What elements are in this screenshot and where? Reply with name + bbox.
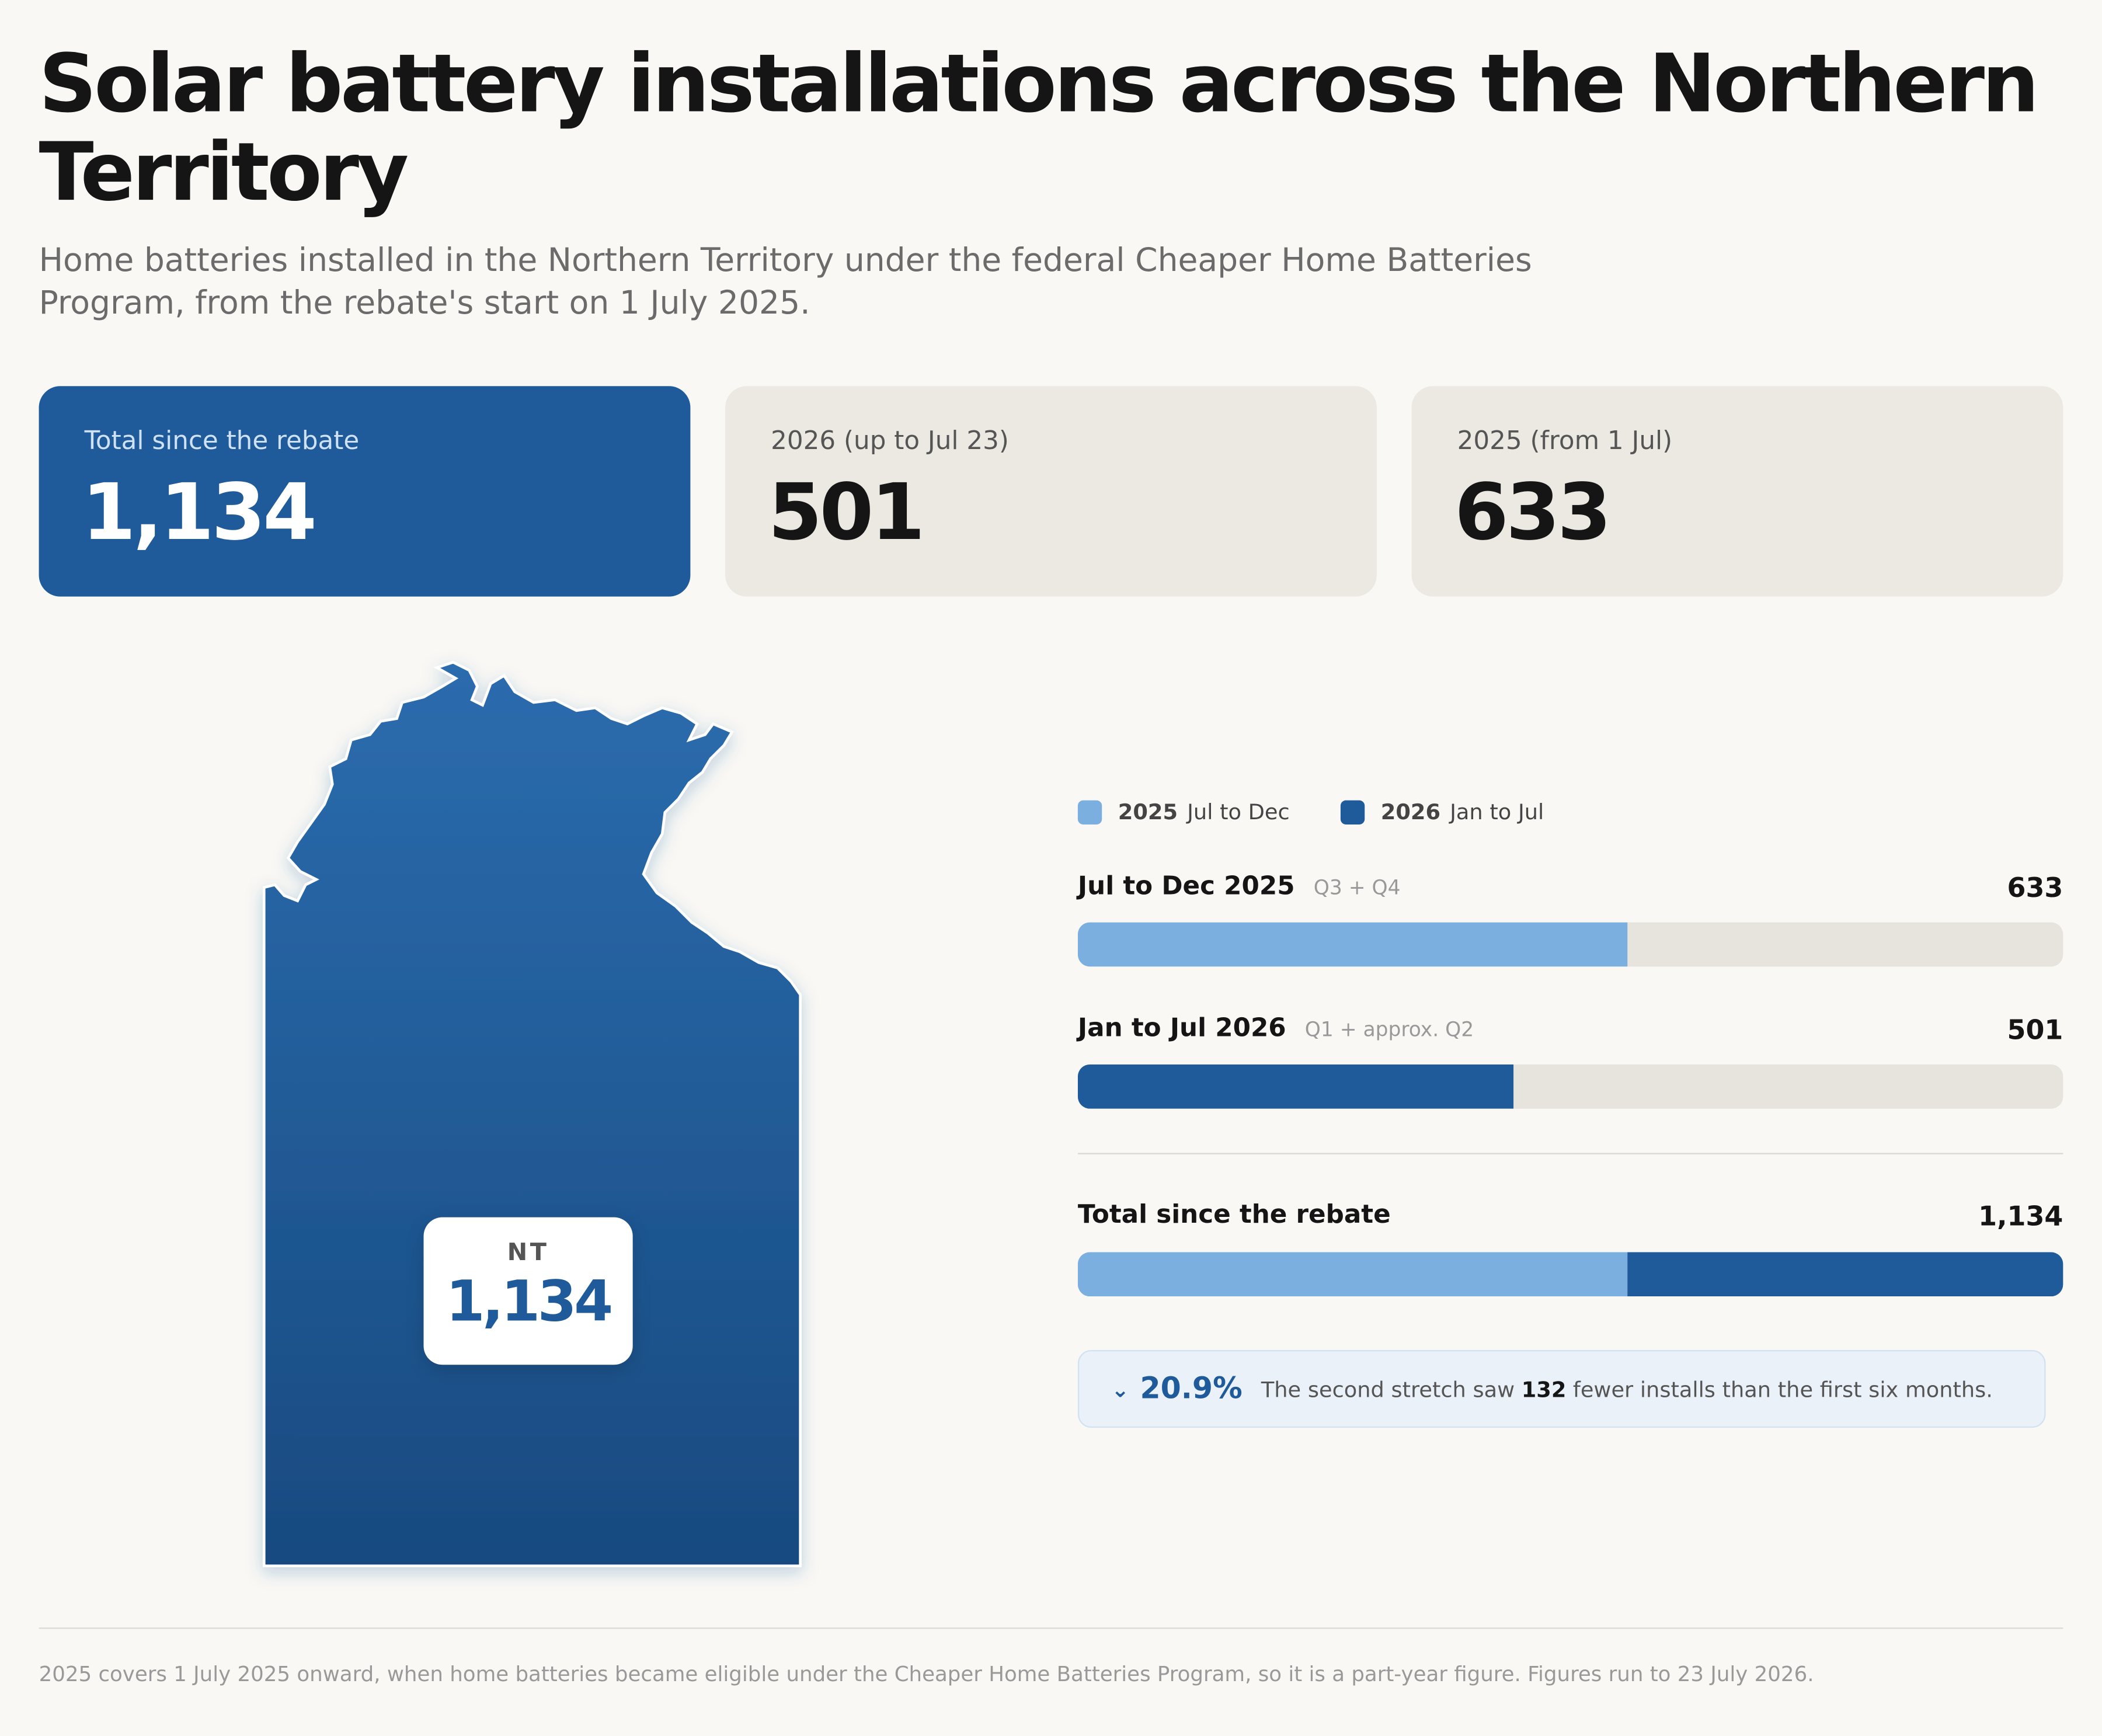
legend-year: 2025	[1118, 799, 1178, 824]
change-value: 20.9%	[1140, 1372, 1243, 1406]
bar	[1077, 922, 1628, 967]
region-value: 1,134	[446, 1268, 614, 1334]
legend-item: 2026 Jan to Jul	[1340, 799, 1544, 824]
total-label: Total since the rebate	[1077, 1199, 1391, 1230]
divider	[1077, 1153, 2063, 1154]
stat-card: 2025 (from 1 Jul) 633	[1411, 386, 2063, 597]
value-label: 633	[2007, 871, 2063, 904]
legend-item: 2025 Jul to Dec	[1077, 799, 1290, 824]
note-text: The second stretch saw	[1261, 1376, 1515, 1402]
stat-card: 2026 (up to Jul 23) 501	[725, 386, 1377, 597]
map	[262, 660, 802, 1567]
card-value: 633	[1454, 466, 1612, 558]
total-value: 1,134	[1978, 1199, 2063, 1232]
card-label: 2026 (up to Jul 23)	[771, 426, 1009, 456]
divider	[39, 1627, 2063, 1629]
map-label: NT 1,134	[423, 1217, 633, 1365]
category-label: Jan to Jul 2026	[1077, 1013, 1286, 1043]
total-bar	[1077, 1252, 2063, 1297]
category-label: Jul to Dec 2025	[1077, 871, 1295, 901]
category-note: Q3 + Q4	[1313, 875, 1401, 900]
bar-segment	[1627, 1252, 2063, 1297]
bar-track	[1077, 1064, 2063, 1109]
row-label: Jul to Dec 2025 Q3 + Q4	[1078, 871, 1401, 901]
card-value: 1,134	[82, 466, 317, 558]
title: Solar battery installations across the N…	[39, 37, 2040, 220]
card-value: 501	[768, 466, 925, 558]
category-note: Q1 + approx. Q2	[1304, 1017, 1474, 1042]
legend-label: Jan to Jul	[1450, 799, 1544, 824]
note-count: 132	[1521, 1376, 1567, 1402]
card-label: Total since the rebate	[84, 426, 360, 456]
footer: 2025 covers 1 July 2025 onward, when hom…	[39, 1662, 1814, 1687]
legend-label: Jul to Dec	[1187, 799, 1290, 824]
bar-chart: 2025 Jul to Dec 2026 Jan to Jul Jul to Dec 2…	[1077, 791, 2063, 1435]
change-note: ⌄ 20.9% The second stretch saw 132 fewer…	[1077, 1349, 2046, 1428]
stat-card: Total since the rebate 1,134	[39, 386, 691, 597]
territory-shape	[262, 660, 802, 1567]
bar-segment	[1077, 1252, 1628, 1297]
row-label: Jan to Jul 2026 Q1 + approx. Q2	[1078, 1014, 1474, 1043]
legend-swatch	[1340, 799, 1365, 824]
legend-swatch	[1077, 799, 1102, 824]
value-label: 501	[2007, 1013, 2063, 1046]
bar-track	[1077, 922, 2063, 967]
bar	[1077, 1064, 1513, 1109]
subtitle: Home batteries installed in the Northern…	[39, 241, 1532, 322]
legend-year: 2026	[1380, 799, 1441, 824]
down-chevron: ⌄	[1111, 1376, 1130, 1402]
card-label: 2025 (from 1 Jul)	[1457, 426, 1673, 456]
note-text: fewer installs than the first six months…	[1572, 1376, 1993, 1402]
region-name: NT	[507, 1238, 549, 1267]
